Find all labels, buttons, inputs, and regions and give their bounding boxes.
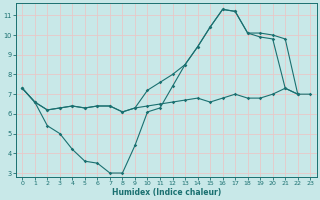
- X-axis label: Humidex (Indice chaleur): Humidex (Indice chaleur): [112, 188, 221, 197]
